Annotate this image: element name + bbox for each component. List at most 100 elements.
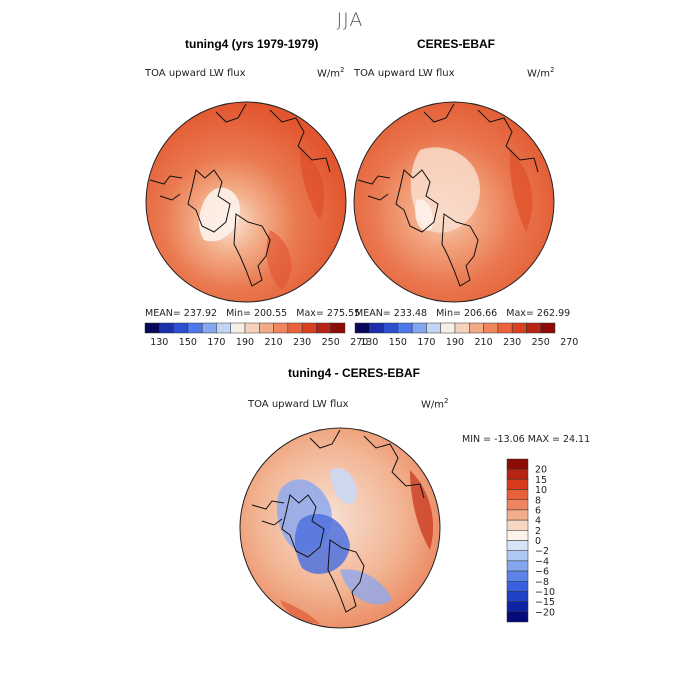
colorbar-diff-tick-label: −6 <box>535 567 549 578</box>
obs-coastline-greenland <box>395 169 439 233</box>
panel-title-obs: CERES-EBAF <box>417 37 496 51</box>
obs-coastline-asia <box>477 109 539 173</box>
variable-label-model: TOA upward LW flux <box>145 68 246 79</box>
colorbar-obs-tick-label: 130 <box>360 337 378 348</box>
units-label-obs: W/m2 <box>527 66 555 80</box>
colorbar-diff-tick-label: 4 <box>535 516 541 527</box>
colorbar-obs-tick-label: 150 <box>389 337 407 348</box>
colorbar-obs-tick-label: 230 <box>503 337 521 348</box>
colorbar-obs-swatch <box>454 322 470 334</box>
colorbar-model-swatch <box>201 322 217 334</box>
colorbar-obs-swatch <box>469 322 484 334</box>
map-model-disc <box>146 102 346 302</box>
colorbar-obs-swatch <box>540 322 556 334</box>
panel-title-model: tuning4 (yrs 1979-1979) <box>185 37 319 51</box>
colorbar-diff-swatch <box>506 468 529 480</box>
colorbar-diff-tick-label: 20 <box>535 465 547 476</box>
colorbar-diff-swatch <box>506 581 529 592</box>
diff-coastline-europe <box>327 539 365 613</box>
colorbar-diff-swatch <box>506 499 529 511</box>
colorbar-diff-swatch <box>506 519 529 531</box>
colorbar-diff-swatch <box>506 530 529 541</box>
colorbar-diff-tick-label: −20 <box>535 607 555 618</box>
colorbar-diff-swatch <box>506 560 529 572</box>
colorbar-diff-tick-label: −2 <box>535 546 549 557</box>
map-obs-border <box>353 101 555 303</box>
colorbar-obs-swatch <box>411 322 427 334</box>
colorbar-obs-swatch <box>511 322 527 334</box>
colorbar-diff-swatch <box>506 570 529 582</box>
colorbar-diff-swatch <box>506 458 529 470</box>
colorbar-diff-tick-label: −4 <box>535 556 549 567</box>
colorbar-diff-tick-label: −10 <box>535 587 555 598</box>
colorbar-diff-swatch <box>506 509 529 521</box>
colorbar-obs: 130 150 170 190 210 230 250 270 <box>354 322 578 348</box>
colorbar-model-swatch <box>316 322 331 334</box>
colorbar-obs-tick-label: 170 <box>417 337 435 348</box>
figure-title: JJA <box>336 9 364 31</box>
colorbar-model-tick-label: 250 <box>322 337 340 348</box>
map-obs <box>353 101 555 303</box>
colorbar-model-swatch <box>173 322 189 334</box>
colorbar-obs-swatch <box>483 322 499 334</box>
diff-minmax: MIN = -13.06 MAX = 24.11 <box>462 434 591 445</box>
colorbar-obs-tick-label: 210 <box>475 337 493 348</box>
colorbar-diff-tick-label: 0 <box>535 536 541 547</box>
colorbar-obs-tick-label: 250 <box>532 337 550 348</box>
map-model-border <box>145 101 347 303</box>
colorbar-model-swatch <box>187 322 203 334</box>
units-label-model: W/m2 <box>317 66 345 80</box>
variable-label-diff: TOA upward LW flux <box>248 399 349 410</box>
units-label-diff: W/m2 <box>421 397 449 411</box>
panel-title-diff: tuning4 - CERES-EBAF <box>288 366 420 380</box>
model-arctic-low <box>199 187 240 242</box>
colorbar-model-tick-label: 190 <box>236 337 254 348</box>
colorbar-diff-swatch <box>506 489 529 500</box>
colorbar-obs-swatch <box>397 322 413 334</box>
colorbar-model-swatch <box>273 322 289 334</box>
colorbar-diff-tick-label: −15 <box>535 597 555 608</box>
colorbar-diff-swatch <box>506 479 529 490</box>
colorbar-obs-swatch <box>497 322 513 334</box>
colorbar-diff-tick-label: 8 <box>535 495 541 506</box>
stats-model: MEAN= 237.92 Min= 200.55 Max= 275.55 <box>145 308 361 319</box>
colorbar-diff-tick-label: 2 <box>535 526 541 537</box>
colorbar-model-tick-label: 150 <box>179 337 197 348</box>
diff-coastline-asia <box>363 435 425 499</box>
diff-coastline-greenland <box>281 494 325 558</box>
variable-label-obs: TOA upward LW flux <box>354 68 455 79</box>
colorbar-diff-swatch <box>506 591 529 602</box>
map-model <box>145 101 347 303</box>
colorbar-obs-swatch <box>354 322 370 334</box>
model-coastline-europe <box>233 213 271 287</box>
stats-obs: MEAN= 233.48 Min= 206.66 Max= 262.99 <box>355 308 571 319</box>
colorbar-obs-swatch <box>526 322 541 334</box>
colorbar-diff-tick-label: 10 <box>535 485 547 496</box>
colorbar-obs-tick-label: 190 <box>446 337 464 348</box>
colorbar-model-tick-label: 130 <box>150 337 168 348</box>
model-coastline-greenland <box>187 169 231 233</box>
colorbar-model-tick-label: 230 <box>293 337 311 348</box>
colorbar-model-swatch <box>216 322 231 334</box>
colorbar-obs-swatch <box>440 322 456 334</box>
colorbar-diff-tick-label: 6 <box>535 505 541 516</box>
colorbar-model-swatch <box>144 322 160 334</box>
colorbar-model-swatch <box>259 322 274 334</box>
map-diff-border <box>239 427 441 629</box>
colorbar-diff-tick-label: −8 <box>535 577 549 588</box>
colorbar-diff-swatch <box>506 550 529 562</box>
colorbar-model-swatch <box>230 322 246 334</box>
colorbar-diff-swatch <box>506 611 529 623</box>
colorbar-model-swatch <box>244 322 260 334</box>
colorbar-model: 130 150 170 190 210 230 250 270 <box>144 322 368 348</box>
colorbar-model-swatch <box>330 322 346 334</box>
colorbar-obs-tick-label: 270 <box>560 337 578 348</box>
colorbar-model-tick-label: 210 <box>265 337 283 348</box>
colorbar-model-tick-label: 270 <box>350 337 368 348</box>
colorbar-model-swatch <box>287 322 303 334</box>
map-diff <box>239 427 441 629</box>
colorbar-diff-tick-label: 15 <box>535 475 547 486</box>
colorbar-model-tick-label: 170 <box>207 337 225 348</box>
